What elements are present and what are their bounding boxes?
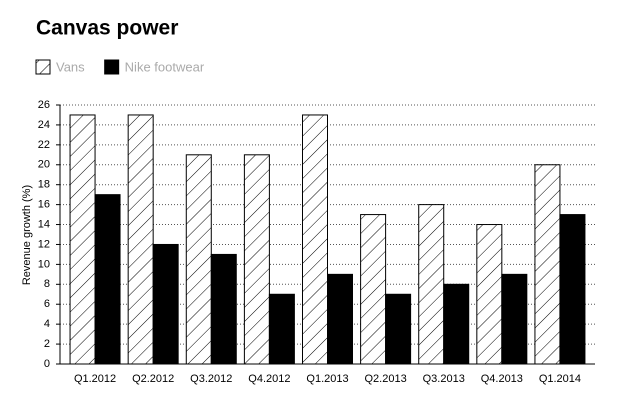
x-tick-label: Q4.2012	[248, 373, 290, 385]
x-tick-label: Q2.2012	[132, 373, 174, 385]
legend-swatch	[104, 59, 120, 75]
legend-swatch	[35, 59, 51, 75]
bar	[327, 273, 353, 365]
y-tick-label: 10	[38, 258, 50, 270]
y-tick-label: 24	[38, 119, 50, 131]
x-tick-label: Q3.2012	[190, 373, 232, 385]
bar	[69, 114, 96, 365]
y-tick-label: 16	[38, 199, 50, 211]
x-tick-label: Q2.2013	[365, 373, 407, 385]
bar	[476, 224, 503, 365]
y-tick-label: 20	[38, 159, 50, 171]
bar	[243, 154, 270, 365]
y-tick-label: 4	[44, 318, 50, 330]
bar	[443, 283, 470, 365]
x-tick-label: Q4.2013	[481, 373, 523, 385]
y-tick-label: 12	[38, 238, 50, 250]
bar	[559, 214, 586, 365]
bar	[360, 214, 387, 365]
chart-title: Canvas power	[36, 17, 178, 40]
bar	[418, 204, 445, 365]
bar	[268, 293, 295, 365]
bar	[501, 273, 528, 365]
y-axis-label: Revenue growth (%)	[21, 185, 33, 285]
y-tick-label: 2	[44, 338, 50, 350]
bar	[127, 114, 154, 365]
y-tick-label: 14	[38, 218, 50, 230]
bar	[210, 253, 237, 365]
legend-label: Vans	[56, 59, 85, 74]
bar	[94, 194, 121, 365]
y-tick-label: 6	[44, 298, 50, 310]
bar	[385, 293, 412, 365]
y-tick-label: 22	[38, 139, 50, 151]
y-tick-label: 26	[38, 99, 50, 111]
x-tick-label: Q1.2014	[539, 373, 581, 385]
x-tick-label: Q1.2013	[306, 373, 348, 385]
bar	[302, 114, 328, 365]
bar	[534, 164, 561, 365]
y-tick-label: 0	[44, 358, 50, 370]
x-tick-label: Q1.2012	[74, 373, 116, 385]
y-tick-label: 8	[44, 278, 50, 290]
y-tick-label: 18	[38, 179, 50, 191]
bar	[185, 154, 212, 365]
bar	[152, 243, 179, 365]
x-tick-label: Q3.2013	[423, 373, 465, 385]
legend-label: Nike footwear	[125, 59, 205, 74]
